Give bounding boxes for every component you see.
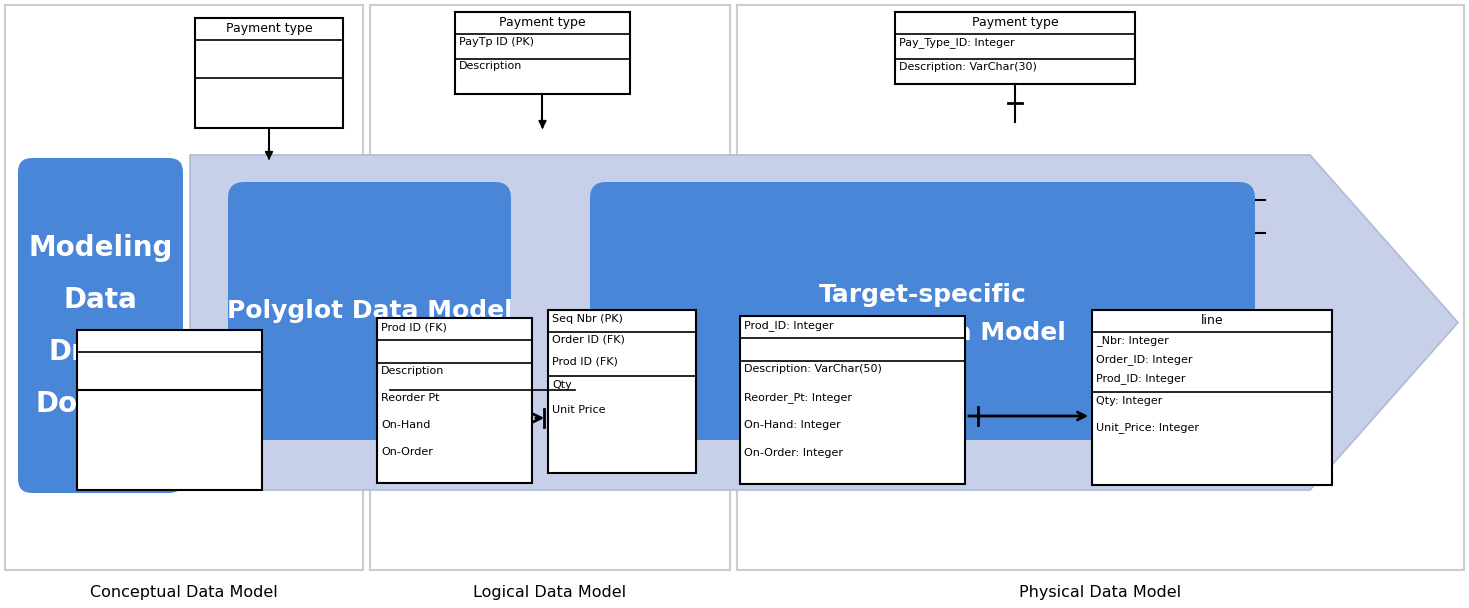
Text: Description: Description: [380, 366, 445, 376]
Text: Prod_ID: Integer: Prod_ID: Integer: [1096, 373, 1185, 384]
Polygon shape: [190, 155, 1459, 490]
Text: Modeling: Modeling: [28, 233, 173, 261]
Text: _Nbr: Integer: _Nbr: Integer: [1096, 335, 1169, 346]
Text: On-Order: Integer: On-Order: Integer: [743, 448, 843, 458]
Text: On-Hand: On-Hand: [380, 420, 430, 430]
Text: PayTp ID (PK): PayTp ID (PK): [458, 37, 535, 47]
Bar: [455, 12, 630, 94]
Bar: [76, 330, 261, 490]
Text: Physical Data Model: Physical Data Model: [1019, 585, 1181, 600]
Text: Reorder_Pt: Integer: Reorder_Pt: Integer: [743, 392, 852, 403]
Text: Order ID (FK): Order ID (FK): [552, 335, 624, 345]
Text: Reorder Pt: Reorder Pt: [380, 393, 439, 403]
Bar: [1091, 310, 1332, 485]
Bar: [737, 5, 1465, 570]
Bar: [378, 318, 532, 483]
Text: Conceptual Data Model: Conceptual Data Model: [90, 585, 278, 600]
Text: Description: Description: [458, 61, 523, 71]
Text: Payment type: Payment type: [971, 16, 1058, 29]
Text: Logical Data Model: Logical Data Model: [473, 585, 627, 600]
FancyBboxPatch shape: [591, 182, 1255, 440]
Text: Description: VarChar(50): Description: VarChar(50): [743, 364, 881, 374]
Bar: [548, 310, 696, 473]
Text: Pay_Type_ID: Integer: Pay_Type_ID: Integer: [899, 37, 1015, 48]
Text: Order_ID: Integer: Order_ID: Integer: [1096, 354, 1193, 365]
Bar: [370, 5, 730, 570]
Bar: [1090, 178, 1265, 288]
Text: line: line: [1200, 314, 1224, 327]
FancyBboxPatch shape: [18, 158, 184, 493]
Text: Description: VarChar(30): Description: VarChar(30): [899, 62, 1037, 72]
Text: Polyglot Data Model: Polyglot Data Model: [226, 299, 513, 323]
Text: On-Hand: Integer: On-Hand: Integer: [743, 420, 840, 430]
Text: Unit Price: Unit Price: [552, 405, 605, 415]
Bar: [195, 18, 342, 128]
Text: Domain-: Domain-: [35, 390, 166, 418]
Text: Char(20): Char(20): [1094, 236, 1143, 246]
Text: Data: Data: [63, 286, 138, 314]
Text: Payment type: Payment type: [499, 16, 586, 29]
Text: Qty: Qty: [552, 380, 571, 390]
Text: On-Order: On-Order: [380, 447, 433, 457]
Text: Prod ID (FK): Prod ID (FK): [380, 322, 447, 332]
Text: Qty: Integer: Qty: Integer: [1096, 396, 1162, 406]
Text: Prod ID (FK): Prod ID (FK): [552, 356, 618, 366]
FancyBboxPatch shape: [228, 182, 511, 440]
Text: Prod_ID: Integer: Prod_ID: Integer: [743, 320, 833, 331]
Text: Physical Data Model: Physical Data Model: [780, 321, 1065, 345]
Text: Unit_Price: Integer: Unit_Price: Integer: [1096, 422, 1199, 433]
Text: Seq Nbr (PK): Seq Nbr (PK): [552, 314, 623, 324]
Text: ger: ger: [1094, 203, 1112, 213]
Bar: [4, 5, 363, 570]
Text: Payment type: Payment type: [226, 22, 313, 35]
Text: Target-specific: Target-specific: [818, 283, 1027, 307]
Text: Driven: Driven: [48, 337, 153, 365]
Bar: [740, 316, 965, 484]
Bar: [895, 12, 1136, 84]
